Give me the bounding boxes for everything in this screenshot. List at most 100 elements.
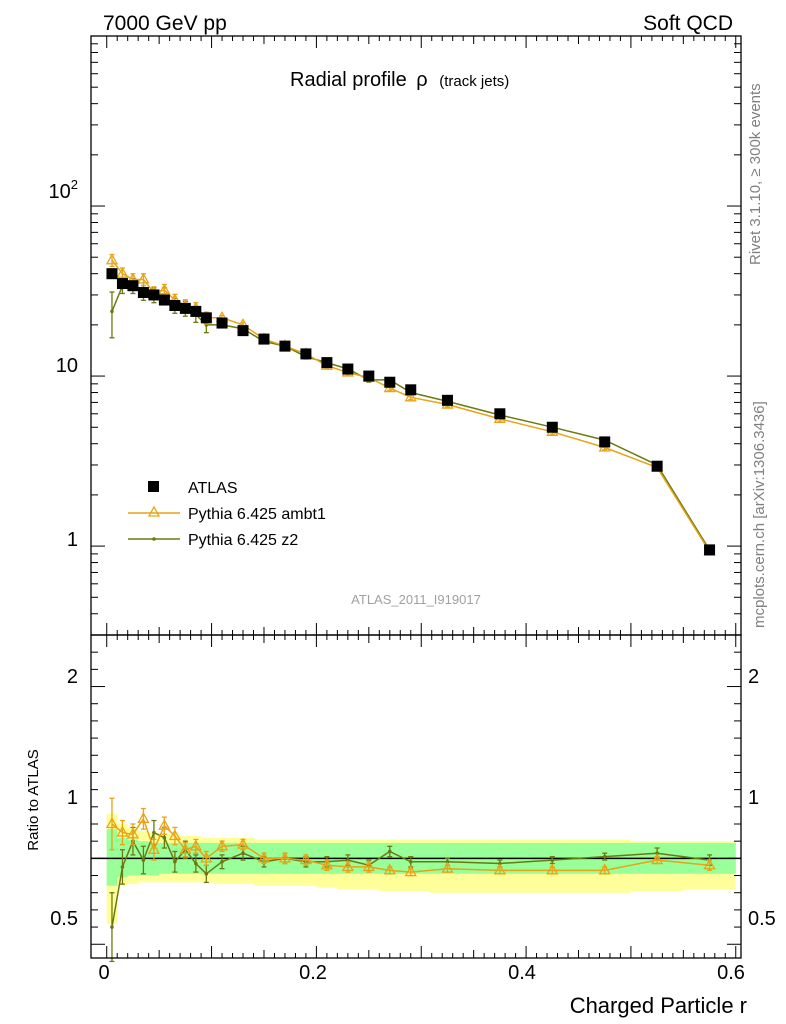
ratio-ytick-label-2: 2 [67,666,78,688]
ratio-ambt1-point [189,839,202,851]
ratio-z2-point [173,859,177,864]
ratio-ytick-label-1: 1 [67,787,78,809]
main-ytick-label-10: 10 [56,355,78,377]
main-atlas-point [148,289,160,301]
legend-z2-label: Pythia 6.425 z2 [188,532,298,549]
ratio-ambt1-point [383,863,396,875]
title-suffix: (track jets) [439,73,509,90]
main-z2-point [110,309,114,314]
ratio-z2-point [408,859,413,864]
ratio-ambt1-point [158,818,171,830]
ratio-z2-point [220,859,224,864]
ratio-z2-point [194,861,198,866]
ratio-ambt1-point [404,865,417,877]
ratio-ambt1-point [147,842,161,854]
ytick-100-exp: 2 [71,177,78,192]
ratio-ambt1-point [179,842,192,854]
ratio-ambt1-point [105,817,119,829]
ratio-ambt1-point [362,860,375,872]
ratio-z2-point [445,859,450,864]
header-energy-label: 7000 GeV pp [103,12,227,35]
main-atlas-point [651,460,663,472]
ratio-ambt1-point [168,829,181,841]
main-atlas-point [384,376,396,388]
main-ambt1-point [158,283,171,295]
xtick-label-0-2: 0.2 [299,962,327,984]
ratio-ambt1-point [341,860,354,872]
main-atlas-point [321,357,333,369]
ratio-z2-point [346,858,350,862]
ratio-ytick-label-1-right: 1 [748,787,759,809]
ratio-ambt1-point [651,853,664,865]
ratio-z2-line [111,831,710,928]
ratio-z2-point [241,851,245,855]
main-atlas-point [258,333,270,345]
ratio-ytick-label-2-right: 2 [748,666,759,688]
ratio-ambt1-point [116,825,129,837]
main-atlas-point [116,278,128,290]
main-atlas-point [216,317,228,329]
main-atlas-point [279,340,291,352]
main-atlas-point [405,384,417,396]
ratio-ambt1-point [137,811,150,823]
legend-atlas-marker [148,481,159,492]
main-atlas-point [599,436,611,448]
title-text: Radial profile [290,69,407,91]
ratio-z2-point [162,835,167,840]
ratio-ambt1-point [546,863,559,875]
main-atlas-point [237,325,249,337]
title-rho-symbol: ρ [416,69,427,91]
ratio-ytick-label-0-5-right: 0.5 [748,908,776,930]
legend-atlas-label: ATLAS [188,480,238,497]
main-atlas-point [127,280,139,292]
ratio-z2-point [110,925,114,929]
ratio-ambt1-point [299,853,313,865]
main-atlas-point [106,268,118,280]
ratio-z2-point [655,851,659,855]
ratio-z2-point [204,872,209,876]
ratio-ylabel: Ratio to ATLAS [25,749,42,850]
legend-ambt1-marker [147,505,161,517]
main-atlas-point [137,287,149,299]
main-ytick-label-100: 102 [49,177,78,203]
ratio-ambt1-point [215,839,229,851]
ratio-z2-point [152,830,156,835]
ratio-ambt1-point [257,851,271,863]
ratio-ambt1-point [493,863,506,875]
legend-z2-marker [152,537,156,541]
main-atlas-point [363,370,375,382]
main-ambt1-point [137,272,150,284]
analysis-watermark: ATLAS_2011_I919017 [351,592,481,607]
main-atlas-point [200,312,212,324]
ratio-ambt1-point [278,851,292,863]
mcplots-info-label: mcplots.cern.ch [arXiv:1306.3436] [751,401,768,628]
legend-ambt1-label: Pythia 6.425 ambt1 [188,506,326,523]
rivet-info-label: Rivet 3.1.10, ≥ 300k events [747,83,764,265]
ratio-ambt1-point [200,851,213,863]
main-plot-title: Radial profile ρ (track jets) [290,69,509,91]
ratio-z2-point [141,858,146,862]
main-atlas-point [441,394,453,406]
main-atlas-point [179,302,191,314]
main-ambt1-point [404,390,417,402]
main-atlas-point [546,421,558,433]
xtick-label-0-4: 0.4 [508,962,536,984]
ratio-z2-point [550,858,555,862]
main-atlas-point [169,300,181,312]
xtick-label-0: 0 [98,962,109,984]
x-axis-label: Charged Particle r [570,993,747,1018]
main-atlas-point [158,294,170,306]
legend: ATLAS Pythia 6.425 ambt1 Pythia 6.425 z2 [128,480,326,549]
ratio-ambt1-point [703,858,716,870]
header-category-label: Soft QCD [643,12,733,35]
ratio-ambt1-point [126,827,140,839]
ratio-ambt1-point [320,858,333,870]
ratio-ambt1-point [441,861,454,873]
ratio-band-inner [106,829,736,886]
ratio-plot-frame [90,634,742,959]
main-atlas-point [704,544,716,556]
xtick-label-0-6: 0.6 [717,962,745,984]
main-ambt1-point [105,253,119,265]
ratio-z2-point [602,854,607,859]
